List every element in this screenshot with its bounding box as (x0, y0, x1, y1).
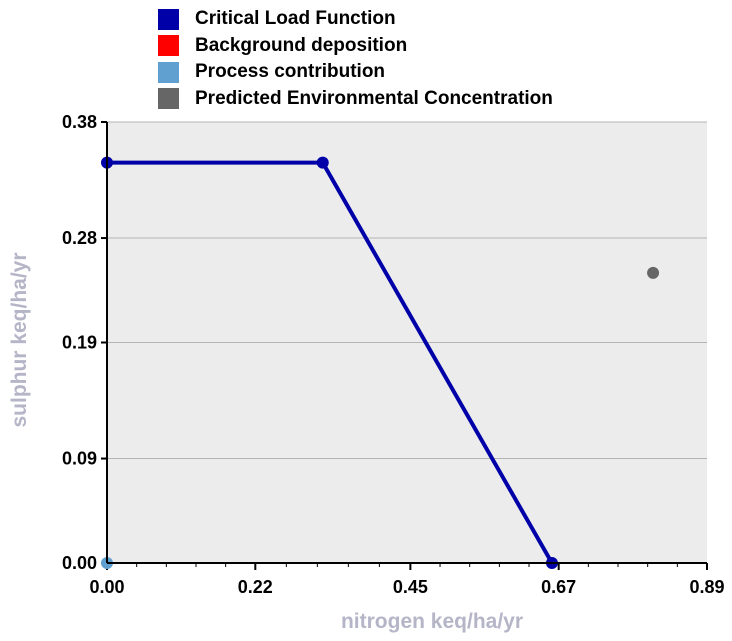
legend-item: Background deposition (158, 33, 553, 60)
x-tick-label: 0.45 (393, 577, 428, 597)
legend-item: Predicted Environmental Concentration (158, 86, 553, 113)
legend-label: Background deposition (195, 34, 408, 56)
legend: Critical Load Function Background deposit… (158, 6, 553, 112)
legend-item: Process contribution (158, 59, 553, 86)
legend-swatch (158, 61, 179, 83)
legend-swatch (158, 35, 179, 57)
x-tick-label: 0.89 (689, 577, 724, 597)
y-tick-label: 0.19 (62, 333, 97, 353)
y-tick-label: 0.38 (62, 112, 97, 132)
critical-load-point (316, 156, 329, 169)
gridlines (107, 121, 707, 460)
legend-swatch (158, 8, 179, 30)
y-tick-label: 0.28 (62, 228, 97, 248)
tick-labels: 0.00 0.09 0.19 0.28 0.38 0.00 0.22 0.45 0.67 0.89 (62, 112, 725, 597)
legend-label: Process contribution (195, 61, 386, 83)
legend-swatch (158, 88, 179, 110)
x-tick-label: 0.00 (89, 577, 124, 597)
data-point (647, 266, 660, 279)
y-tick-label: 0.00 (62, 553, 97, 573)
y-tick-label: 0.09 (62, 449, 97, 469)
legend-item: Critical Load Function (158, 6, 553, 33)
legend-label: Critical Load Function (195, 8, 396, 30)
x-tick-label: 0.22 (238, 577, 273, 597)
y-axis-title: sulphur keq/ha/yr (8, 252, 31, 427)
legend-label: Predicted Environmental Concentration (195, 87, 553, 109)
x-tick-label: 0.67 (541, 577, 576, 597)
x-axis-title: nitrogen keq/ha/yr (341, 610, 523, 633)
